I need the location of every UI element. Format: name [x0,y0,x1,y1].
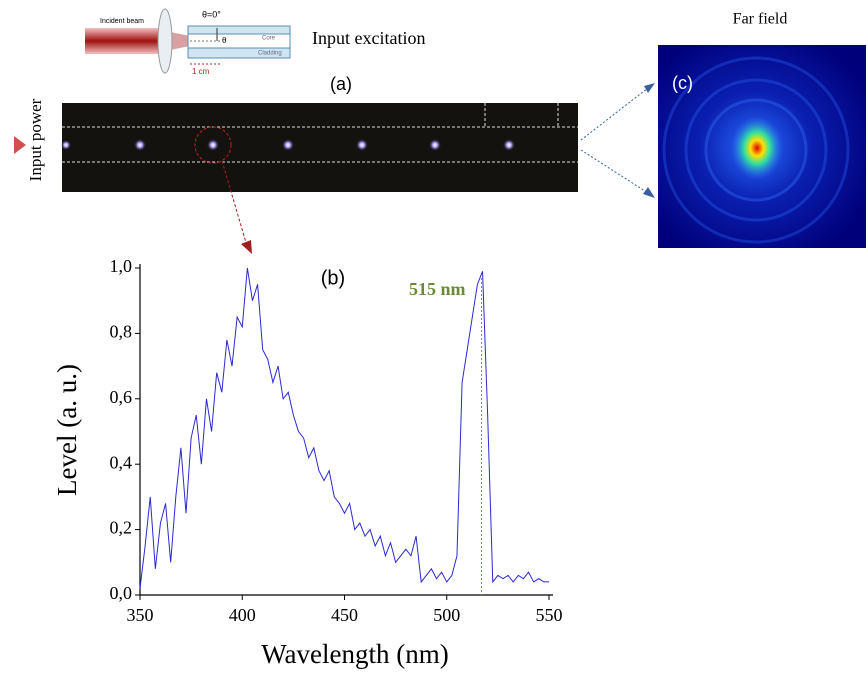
length-label: 1 cm [192,67,210,76]
y-tick-label: 0,8 [110,322,133,342]
panel-b-label: (b) [321,267,345,289]
y-tick-label: 0,2 [110,518,133,538]
y-tick-label: 0,4 [110,452,133,472]
far-field-image [658,45,866,248]
y-tick-label: 0,6 [110,387,133,407]
input-excitation: Input excitation [312,28,425,48]
input-power: Input power [26,98,45,181]
x-tick-label: 500 [433,605,460,625]
y-axis-label: Level (a. u.) [52,364,82,496]
x-tick-label: 350 [127,605,154,625]
angle-label: θ=0° [202,9,221,19]
cladding-label: Cladding [258,51,282,57]
panel-a-label: (a) [330,74,352,94]
y-tick-label: 0,0 [110,583,133,603]
x-tick-label: 550 [536,605,563,625]
x-tick-label: 450 [331,605,358,625]
annotation-text: 515 nm [409,279,466,299]
far-field-title: Far field [733,11,788,28]
waveguide-image [14,83,655,254]
spectrum-line [139,267,549,589]
beam-label: Incident beam [100,18,144,25]
core-label: Core [262,36,276,42]
excitation-diagram [85,8,291,74]
y-tick-label: 1,0 [110,256,133,276]
x-tick-label: 400 [229,605,256,625]
panel-c-label: (c) [672,73,693,93]
x-axis-label: Wavelength (nm) [261,639,449,669]
theta-label: θ [222,36,227,45]
